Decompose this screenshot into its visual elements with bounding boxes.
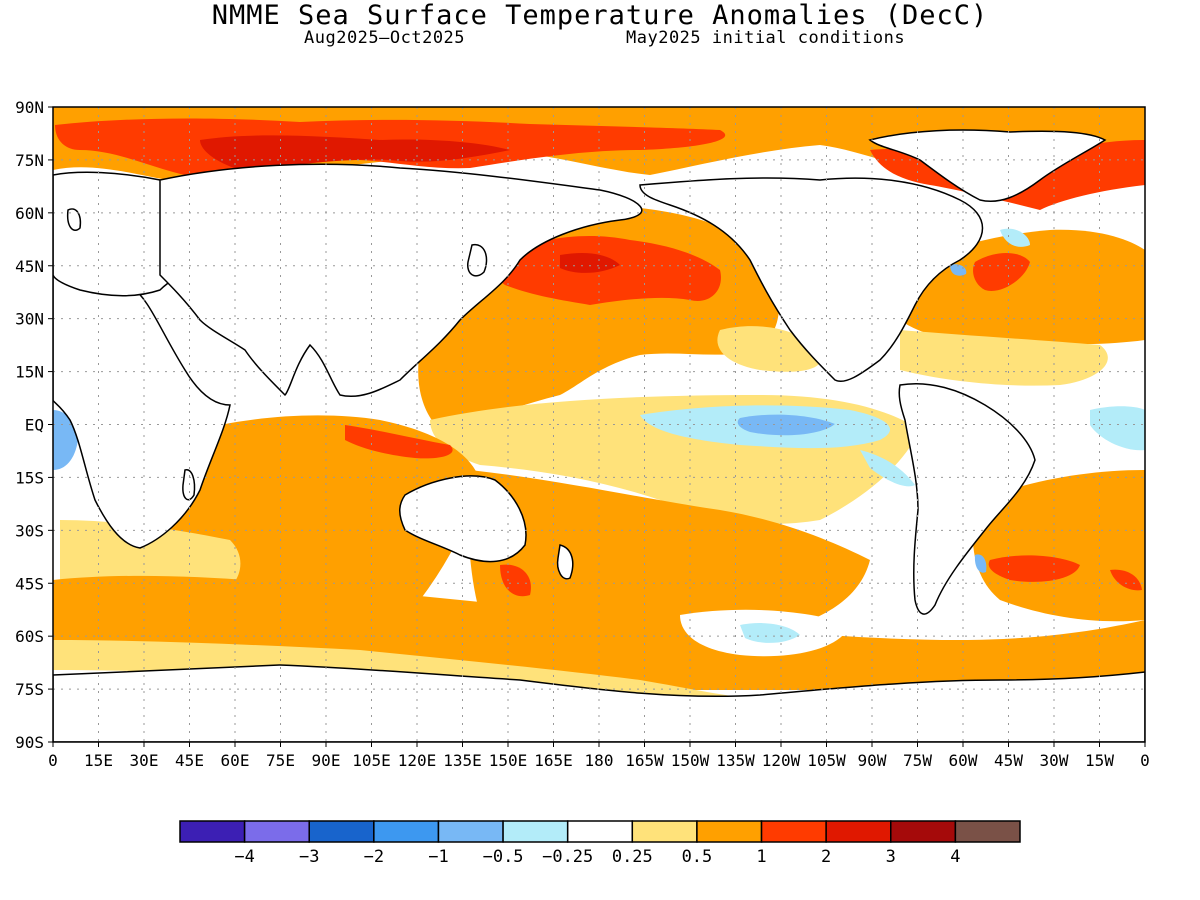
lat-label: 90N xyxy=(15,98,44,117)
north-pacific-red xyxy=(493,236,721,305)
colorbar-label: −3 xyxy=(299,847,319,867)
lon-label: 135W xyxy=(716,751,755,770)
brazil-current-cool xyxy=(974,554,987,573)
lon-label: 0 xyxy=(48,751,58,770)
lat-label: 15S xyxy=(15,468,44,487)
colorbar-box xyxy=(760,820,827,843)
colorbar-box xyxy=(566,820,634,843)
lon-label: 75E xyxy=(266,751,295,770)
lat-label: 90S xyxy=(15,733,44,752)
south-atlantic-red xyxy=(988,555,1080,582)
arctic-dark-red xyxy=(200,135,510,170)
lon-label: 30W xyxy=(1040,751,1069,770)
colorbar-box xyxy=(179,820,246,843)
lon-label: 0 xyxy=(1140,751,1150,770)
lon-label: 120E xyxy=(398,751,437,770)
colorbar-label: −4 xyxy=(234,847,254,867)
gulf-of-guinea-cool xyxy=(1090,406,1145,451)
colorbar-box xyxy=(825,820,892,843)
lon-label: 60E xyxy=(221,751,250,770)
colorbar-labels: −4 −3 −2 −1 −0.5 −0.25 0.25 0.5 1 2 3 4 xyxy=(234,847,960,867)
lon-label: 165E xyxy=(534,751,573,770)
land xyxy=(53,129,1145,742)
colorbar-label: 0.25 xyxy=(612,847,653,867)
lon-label: 75W xyxy=(903,751,932,770)
lon-label: 105W xyxy=(807,751,846,770)
colorbar-box xyxy=(954,820,1021,843)
equatorial-cool-core xyxy=(737,414,835,436)
south-atlantic-red-east xyxy=(1110,569,1142,591)
colorbar-label: 0.5 xyxy=(682,847,713,867)
colorbar-label: −0.5 xyxy=(483,847,524,867)
colorbar-boxes xyxy=(179,820,1021,843)
lat-label: EQ xyxy=(25,416,44,435)
colorbar-label: 1 xyxy=(756,847,766,867)
lon-label: 120W xyxy=(762,751,801,770)
lat-label: 75N xyxy=(15,151,44,170)
map-title: NMME Sea Surface Temperature Anomalies (… xyxy=(211,0,989,31)
lat-label: 45S xyxy=(15,574,44,593)
gulf-stream-cool xyxy=(950,264,967,276)
colorbar-box xyxy=(308,820,375,843)
new-zealand-outline xyxy=(556,544,574,580)
asia-outline xyxy=(159,163,643,398)
lon-label: 90W xyxy=(858,751,887,770)
lat-label: 30S xyxy=(15,521,44,540)
lat-label: 60S xyxy=(15,627,44,646)
colorbar-box xyxy=(437,820,504,843)
lat-label: 15N xyxy=(15,363,44,382)
lat-label: 60N xyxy=(15,204,44,223)
lon-label: 150W xyxy=(671,751,710,770)
colorbar-label: −2 xyxy=(364,847,384,867)
lon-label: 135E xyxy=(443,751,482,770)
lon-label: 105E xyxy=(352,751,391,770)
graticule xyxy=(53,107,1145,742)
madagascar-outline xyxy=(182,469,196,501)
indonesia-red xyxy=(345,425,453,459)
colorbar-label: 3 xyxy=(886,847,896,867)
longitude-axis: 0 15E 30E 45E 60E 75E 90E 105E 120E 135E 150E 165E 1… xyxy=(48,751,1150,770)
colorbar-label: 2 xyxy=(821,847,831,867)
sst-anomaly-map: 90N 75N 60N 45N 30N 15N EQ 15S 30S 45S 60S 75S 90S 0… xyxy=(15,98,1150,770)
labrador-cool xyxy=(1000,228,1030,247)
lon-label: 165W xyxy=(625,751,664,770)
lon-label: 45E xyxy=(175,751,204,770)
lon-label: 150E xyxy=(489,751,528,770)
axis-ticks xyxy=(48,106,1146,747)
lon-label: 15W xyxy=(1085,751,1114,770)
north-america-outline xyxy=(639,177,984,382)
lon-label: 15E xyxy=(84,751,113,770)
gulf-stream-red xyxy=(973,253,1030,291)
greenland-outline xyxy=(868,129,1107,202)
tropical-atlantic-yellow xyxy=(900,330,1108,386)
lat-label: 30N xyxy=(15,310,44,329)
forecast-period: Aug2025–Oct2025 xyxy=(304,28,466,48)
colorbar-box xyxy=(890,820,957,843)
southern-ocean-cool xyxy=(740,623,800,643)
japan-outline xyxy=(467,243,488,277)
latitude-axis: 90N 75N 60N 45N 30N 15N EQ 15S 30S 45S 60S 75S 90S xyxy=(15,98,44,752)
australia-outline xyxy=(399,475,527,563)
colorbar-box xyxy=(373,820,440,843)
lat-label: 45N xyxy=(15,257,44,276)
lat-label: 75S xyxy=(15,680,44,699)
lon-label: 60W xyxy=(949,751,978,770)
colorbar-box xyxy=(243,820,310,843)
lon-label: 90E xyxy=(312,751,341,770)
colorbar-label: −0.25 xyxy=(542,847,593,867)
uk-outline xyxy=(66,208,82,231)
lon-label: 30E xyxy=(130,751,159,770)
colorbar-label: −1 xyxy=(428,847,448,867)
initial-conditions: May2025 initial conditions xyxy=(626,28,906,48)
colorbar-label: 4 xyxy=(950,847,960,867)
colorbar-box xyxy=(502,820,569,843)
kuroshio-red xyxy=(560,253,620,273)
lon-label: 180 xyxy=(585,751,614,770)
south-america-outline xyxy=(898,382,1036,615)
lon-label: 45W xyxy=(994,751,1023,770)
colorbar-box xyxy=(631,820,698,843)
colorbar-box xyxy=(696,820,763,843)
